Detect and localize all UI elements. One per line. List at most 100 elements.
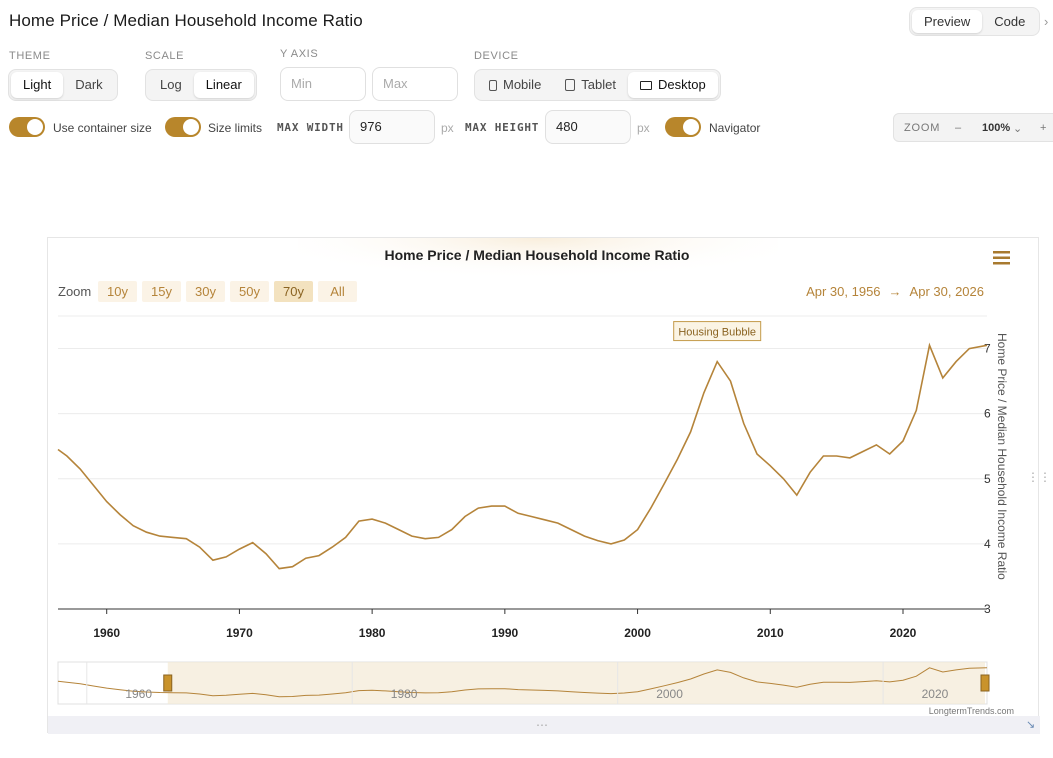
navigator-right-handle[interactable]	[980, 674, 990, 692]
zoom-button-label[interactable]: 15y	[151, 284, 172, 299]
resize-handle-right-icon[interactable]: ⋮⋮	[1027, 470, 1051, 484]
yaxis-label: Y AXIS	[280, 48, 319, 60]
zoom-out-button[interactable]: –	[955, 122, 962, 134]
max-width-unit: px	[441, 121, 454, 135]
scale-toggle: Log Linear	[145, 69, 257, 101]
x-tick-label: 1990	[491, 626, 518, 640]
y-tick-label: 6	[984, 407, 991, 421]
size-limits-label: Size limits	[208, 121, 263, 135]
menu-icon[interactable]	[993, 251, 1010, 265]
y-max-input[interactable]: Max	[372, 67, 458, 101]
zoom-button-bg[interactable]	[274, 281, 313, 302]
zoom-button-label[interactable]: All	[330, 284, 345, 299]
y-axis-title: Home Price / Median Household Income Rat…	[995, 333, 1009, 580]
size-limits-toggle[interactable]	[165, 117, 201, 137]
device-mobile-label: Mobile	[503, 77, 542, 92]
series-line	[57, 342, 988, 570]
zoom-button-50y[interactable]: 50y	[230, 281, 269, 302]
navigator-tick-label: 2020	[922, 687, 949, 701]
theme-toggle: Light Dark	[8, 69, 118, 101]
zoom-button-label[interactable]: 10y	[107, 284, 128, 299]
navigator-ticks: 1960 1980 2000 2020	[86, 662, 949, 704]
navigator-tick-label: 1960	[125, 687, 152, 701]
x-tick-label: 1980	[359, 626, 386, 640]
resize-bar[interactable]	[48, 716, 1040, 734]
scale-log-button[interactable]: Log	[160, 77, 182, 92]
zoom-button-70y[interactable]: 70y	[274, 281, 313, 302]
zoom-label: ZOOM	[904, 122, 941, 134]
x-tick-label: 2000	[624, 626, 651, 640]
x-axis-ticks: 1960 1970 1980 1990 2000 2010 2020	[93, 609, 917, 640]
device-tablet-button[interactable]: Tablet	[553, 72, 628, 98]
chart-container: Home Price / Median Household Income Rat…	[47, 237, 1040, 734]
range-arrow: →	[889, 284, 902, 299]
zoom-control: ZOOM – 100% ⌄ +	[893, 113, 1053, 142]
resize-corner-icon[interactable]: ↘	[1026, 719, 1036, 731]
date-range: Apr 30, 1956 → Apr 30, 2026	[806, 284, 984, 299]
scale-label: SCALE	[145, 50, 185, 62]
theme-dark-button[interactable]: Dark	[75, 77, 103, 92]
zoom-button-bg[interactable]	[230, 281, 269, 302]
zoom-button-bg[interactable]	[318, 281, 357, 302]
navigator-label: Navigator	[709, 121, 761, 135]
zoom-button-30y[interactable]: 30y	[186, 281, 225, 302]
y-min-input[interactable]: Min	[280, 67, 366, 101]
annotation: Housing Bubble	[673, 321, 762, 342]
x-tick-label: 2010	[757, 626, 784, 640]
max-height-label: MAX HEIGHT	[465, 121, 540, 134]
y-tick-label: 7	[984, 342, 991, 356]
y-tick-label: 5	[984, 472, 991, 486]
range-end[interactable]: Apr 30, 2026	[910, 284, 984, 299]
resize-handle-bottom-icon[interactable]: ⋯	[536, 718, 548, 732]
device-mobile-button[interactable]: Mobile	[477, 72, 553, 98]
y-tick-label: 4	[984, 537, 991, 551]
theme-light-button[interactable]: Light	[11, 72, 64, 98]
page-title: Home Price / Median Household Income Rat…	[9, 11, 363, 30]
credit-label: LongtermTrends.com	[929, 706, 1014, 716]
zoom-button-15y[interactable]: 15y	[142, 281, 181, 302]
x-tick-label: 1970	[226, 626, 253, 640]
max-width-input[interactable]: 976	[349, 110, 435, 144]
max-height-input[interactable]: 480	[545, 110, 631, 144]
use-container-toggle[interactable]	[9, 117, 45, 137]
desktop-icon	[640, 80, 652, 90]
view-toggle: Preview Code	[909, 7, 1041, 36]
navigator-selection[interactable]	[167, 662, 986, 704]
y-axis-ticks: 3 4 5 6 7	[984, 342, 991, 616]
zoom-button-bg[interactable]	[98, 281, 137, 302]
navigator-tick-label: 2000	[656, 687, 683, 701]
zoom-button-bg[interactable]	[186, 281, 225, 302]
tab-code[interactable]: Code	[994, 14, 1026, 29]
zoom-button-All[interactable]: All	[318, 281, 357, 302]
use-container-label: Use container size	[53, 121, 152, 135]
gridlines	[58, 315, 987, 545]
navigator-left-handle[interactable]	[163, 674, 173, 692]
zoom-button-bg[interactable]	[142, 281, 181, 302]
navigator-tick-label: 1980	[391, 687, 418, 701]
zoom-button-label[interactable]: 50y	[239, 284, 260, 299]
chevron-right-icon[interactable]: ›	[1044, 14, 1049, 29]
zoom-range-label: Zoom	[58, 284, 91, 299]
tablet-icon	[565, 79, 576, 91]
range-start[interactable]: Apr 30, 1956	[806, 284, 880, 299]
max-width-label: MAX WIDTH	[277, 121, 344, 134]
annotation-box	[673, 321, 762, 342]
zoom-button-10y[interactable]: 10y	[98, 281, 137, 302]
chart-title: Home Price / Median Household Income Rat…	[385, 247, 690, 263]
navigator-toggle[interactable]	[665, 117, 701, 137]
device-label: DEVICE	[474, 50, 519, 62]
zoom-value[interactable]: 100%	[982, 122, 1011, 134]
scale-linear-button[interactable]: Linear	[193, 72, 254, 98]
navigator-series	[57, 667, 988, 698]
device-toggle: Mobile Tablet Desktop	[474, 69, 721, 101]
chevron-down-icon[interactable]: ⌄	[1013, 123, 1023, 135]
zoom-in-button[interactable]: +	[1040, 122, 1047, 134]
y-tick-label: 3	[984, 602, 991, 616]
title-glow	[298, 238, 778, 308]
zoom-button-label[interactable]: 70y	[283, 284, 304, 299]
device-desktop-label: Desktop	[658, 77, 706, 92]
max-height-unit: px	[637, 121, 650, 135]
device-desktop-button[interactable]: Desktop	[628, 72, 718, 98]
zoom-button-label[interactable]: 30y	[195, 284, 216, 299]
tab-preview[interactable]: Preview	[912, 10, 983, 33]
